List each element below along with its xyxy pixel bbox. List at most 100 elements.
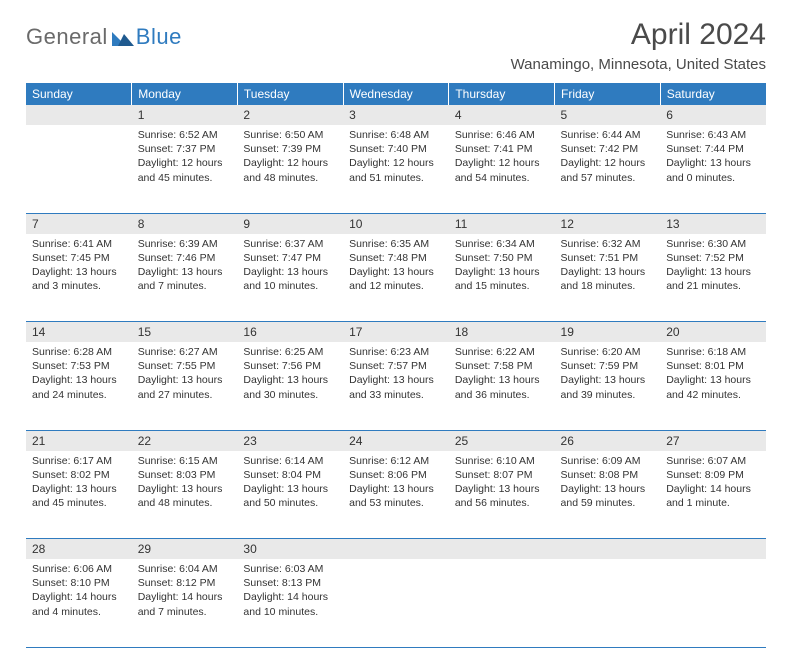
day-number: 16 <box>237 322 343 343</box>
daylight-text: Daylight: 12 hours and 57 minutes. <box>561 156 655 184</box>
sunrise-text: Sunrise: 6:30 AM <box>666 237 760 251</box>
day-number-row: 282930 <box>26 539 766 560</box>
day-cell: Sunrise: 6:46 AMSunset: 7:41 PMDaylight:… <box>449 125 555 213</box>
sunrise-text: Sunrise: 6:32 AM <box>561 237 655 251</box>
weekday-header: Tuesday <box>237 83 343 105</box>
day-cell: Sunrise: 6:52 AMSunset: 7:37 PMDaylight:… <box>132 125 238 213</box>
day-number: 21 <box>26 430 132 451</box>
sunrise-text: Sunrise: 6:06 AM <box>32 562 126 576</box>
sunrise-text: Sunrise: 6:03 AM <box>243 562 337 576</box>
sunset-text: Sunset: 8:10 PM <box>32 576 126 590</box>
sunset-text: Sunset: 8:13 PM <box>243 576 337 590</box>
day-cell: Sunrise: 6:39 AMSunset: 7:46 PMDaylight:… <box>132 234 238 322</box>
day-number <box>555 539 661 560</box>
day-number: 27 <box>660 430 766 451</box>
day-cell: Sunrise: 6:23 AMSunset: 7:57 PMDaylight:… <box>343 342 449 430</box>
logo-triangle-icon <box>112 28 134 46</box>
weekday-header: Sunday <box>26 83 132 105</box>
day-cell: Sunrise: 6:43 AMSunset: 7:44 PMDaylight:… <box>660 125 766 213</box>
sunset-text: Sunset: 8:04 PM <box>243 468 337 482</box>
weekday-header: Monday <box>132 83 238 105</box>
daylight-text: Daylight: 13 hours and 36 minutes. <box>455 373 549 401</box>
sunset-text: Sunset: 8:12 PM <box>138 576 232 590</box>
daylight-text: Daylight: 13 hours and 15 minutes. <box>455 265 549 293</box>
daylight-text: Daylight: 13 hours and 7 minutes. <box>138 265 232 293</box>
weekday-header: Saturday <box>660 83 766 105</box>
daylight-text: Daylight: 14 hours and 4 minutes. <box>32 590 126 618</box>
daylight-text: Daylight: 14 hours and 7 minutes. <box>138 590 232 618</box>
sunrise-text: Sunrise: 6:34 AM <box>455 237 549 251</box>
sunset-text: Sunset: 7:57 PM <box>349 359 443 373</box>
day-number: 24 <box>343 430 449 451</box>
calendar-table: Sunday Monday Tuesday Wednesday Thursday… <box>26 83 766 648</box>
day-cell: Sunrise: 6:14 AMSunset: 8:04 PMDaylight:… <box>237 451 343 539</box>
weekday-header-row: Sunday Monday Tuesday Wednesday Thursday… <box>26 83 766 105</box>
day-cell: Sunrise: 6:37 AMSunset: 7:47 PMDaylight:… <box>237 234 343 322</box>
sunrise-text: Sunrise: 6:10 AM <box>455 454 549 468</box>
day-cell: Sunrise: 6:25 AMSunset: 7:56 PMDaylight:… <box>237 342 343 430</box>
sunrise-text: Sunrise: 6:22 AM <box>455 345 549 359</box>
day-number: 26 <box>555 430 661 451</box>
day-number: 4 <box>449 105 555 125</box>
day-cell <box>660 559 766 647</box>
sunrise-text: Sunrise: 6:25 AM <box>243 345 337 359</box>
daylight-text: Daylight: 13 hours and 12 minutes. <box>349 265 443 293</box>
sunset-text: Sunset: 8:08 PM <box>561 468 655 482</box>
sunrise-text: Sunrise: 6:17 AM <box>32 454 126 468</box>
daylight-text: Daylight: 13 hours and 56 minutes. <box>455 482 549 510</box>
day-cell: Sunrise: 6:44 AMSunset: 7:42 PMDaylight:… <box>555 125 661 213</box>
day-cell: Sunrise: 6:20 AMSunset: 7:59 PMDaylight:… <box>555 342 661 430</box>
sunrise-text: Sunrise: 6:44 AM <box>561 128 655 142</box>
daylight-text: Daylight: 13 hours and 53 minutes. <box>349 482 443 510</box>
day-cell: Sunrise: 6:22 AMSunset: 7:58 PMDaylight:… <box>449 342 555 430</box>
daylight-text: Daylight: 13 hours and 50 minutes. <box>243 482 337 510</box>
day-content-row: Sunrise: 6:28 AMSunset: 7:53 PMDaylight:… <box>26 342 766 430</box>
daylight-text: Daylight: 13 hours and 59 minutes. <box>561 482 655 510</box>
day-number: 17 <box>343 322 449 343</box>
daylight-text: Daylight: 13 hours and 45 minutes. <box>32 482 126 510</box>
day-cell: Sunrise: 6:27 AMSunset: 7:55 PMDaylight:… <box>132 342 238 430</box>
header: General Blue April 2024 Wanamingo, Minne… <box>26 18 766 73</box>
day-content-row: Sunrise: 6:52 AMSunset: 7:37 PMDaylight:… <box>26 125 766 213</box>
day-cell: Sunrise: 6:10 AMSunset: 8:07 PMDaylight:… <box>449 451 555 539</box>
sunset-text: Sunset: 7:53 PM <box>32 359 126 373</box>
day-cell: Sunrise: 6:34 AMSunset: 7:50 PMDaylight:… <box>449 234 555 322</box>
day-cell: Sunrise: 6:03 AMSunset: 8:13 PMDaylight:… <box>237 559 343 647</box>
daylight-text: Daylight: 13 hours and 39 minutes. <box>561 373 655 401</box>
sunrise-text: Sunrise: 6:37 AM <box>243 237 337 251</box>
day-number-row: 123456 <box>26 105 766 125</box>
day-number: 5 <box>555 105 661 125</box>
sunset-text: Sunset: 8:06 PM <box>349 468 443 482</box>
daylight-text: Daylight: 13 hours and 48 minutes. <box>138 482 232 510</box>
sunset-text: Sunset: 7:52 PM <box>666 251 760 265</box>
day-number <box>26 105 132 125</box>
day-cell: Sunrise: 6:06 AMSunset: 8:10 PMDaylight:… <box>26 559 132 647</box>
sunset-text: Sunset: 7:44 PM <box>666 142 760 156</box>
daylight-text: Daylight: 13 hours and 27 minutes. <box>138 373 232 401</box>
sunrise-text: Sunrise: 6:39 AM <box>138 237 232 251</box>
daylight-text: Daylight: 13 hours and 24 minutes. <box>32 373 126 401</box>
day-cell: Sunrise: 6:17 AMSunset: 8:02 PMDaylight:… <box>26 451 132 539</box>
sunset-text: Sunset: 7:46 PM <box>138 251 232 265</box>
day-cell <box>26 125 132 213</box>
sunrise-text: Sunrise: 6:35 AM <box>349 237 443 251</box>
day-content-row: Sunrise: 6:17 AMSunset: 8:02 PMDaylight:… <box>26 451 766 539</box>
sunset-text: Sunset: 7:47 PM <box>243 251 337 265</box>
day-cell <box>343 559 449 647</box>
daylight-text: Daylight: 13 hours and 10 minutes. <box>243 265 337 293</box>
day-number: 20 <box>660 322 766 343</box>
daylight-text: Daylight: 12 hours and 54 minutes. <box>455 156 549 184</box>
sunrise-text: Sunrise: 6:07 AM <box>666 454 760 468</box>
sunset-text: Sunset: 7:45 PM <box>32 251 126 265</box>
day-number: 22 <box>132 430 238 451</box>
day-number-row: 14151617181920 <box>26 322 766 343</box>
day-number: 19 <box>555 322 661 343</box>
day-number <box>449 539 555 560</box>
day-number: 10 <box>343 213 449 234</box>
sunset-text: Sunset: 7:51 PM <box>561 251 655 265</box>
sunrise-text: Sunrise: 6:27 AM <box>138 345 232 359</box>
sunrise-text: Sunrise: 6:52 AM <box>138 128 232 142</box>
sunrise-text: Sunrise: 6:20 AM <box>561 345 655 359</box>
daylight-text: Daylight: 12 hours and 51 minutes. <box>349 156 443 184</box>
sunset-text: Sunset: 8:09 PM <box>666 468 760 482</box>
